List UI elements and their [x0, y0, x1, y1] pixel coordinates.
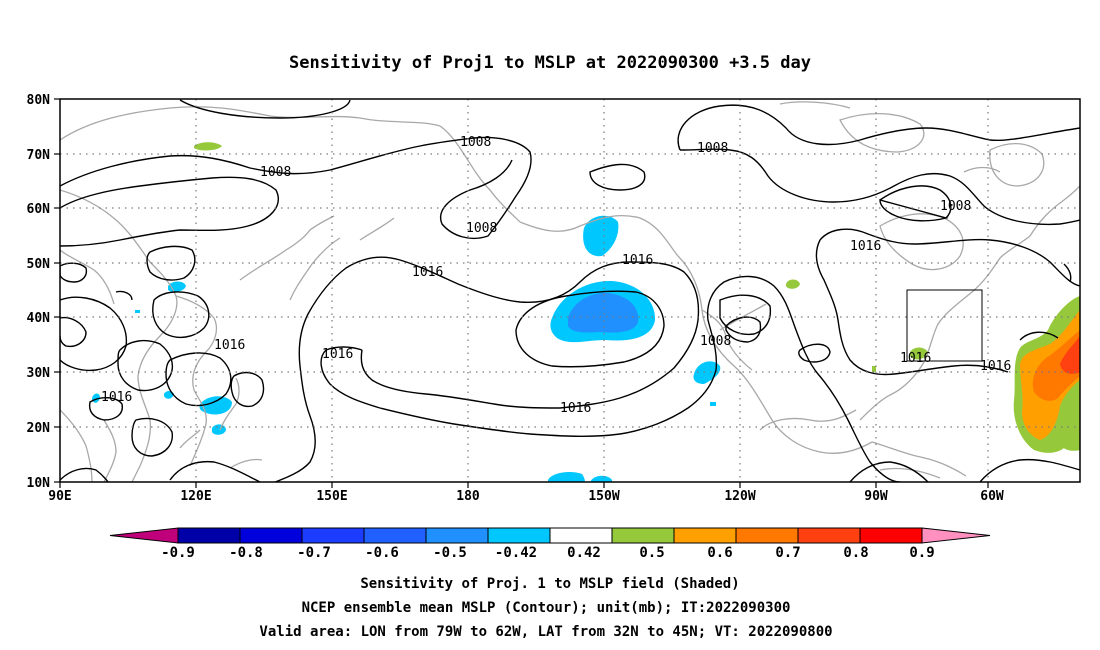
- contour-label-1008-c: 1008: [466, 221, 497, 236]
- lat-label-70n: 70N: [27, 148, 51, 163]
- colorbar: [109, 527, 991, 544]
- shade-tiny-2: [710, 402, 716, 406]
- colorbar-arrow-high: [921, 527, 991, 544]
- lon-label-90w: 90W: [864, 489, 888, 504]
- shade-rockies-green: [786, 279, 800, 289]
- shade-gulf-green: [872, 366, 876, 372]
- colorbar-swatch: [487, 527, 551, 544]
- caption-line-1: Sensitivity of Proj. 1 to MSLP field (Sh…: [360, 576, 739, 592]
- contour-labels: 1008 1008 1008 1008 1008 1008 1016 1016 …: [101, 135, 1011, 416]
- shade-atlantic-dark-orange: [1032, 330, 1080, 401]
- colorbar-swatch: [177, 527, 241, 544]
- contour-label-1008-d: 1008: [697, 141, 728, 156]
- colorbar-arrow-low: [109, 527, 179, 544]
- contour-label-1016-a: 1016: [214, 338, 245, 353]
- contour-label-1016-b: 1016: [412, 265, 443, 280]
- shade-atlantic-green-2: [1062, 436, 1080, 451]
- lon-label-180: 180: [456, 489, 480, 504]
- contour-label-1016-e: 1016: [560, 401, 591, 416]
- colorbar-swatch: [239, 527, 303, 544]
- colorbar-label: 0.5: [639, 545, 664, 561]
- colorbar-label: -0.5: [433, 545, 467, 561]
- longitude-labels: 90E 120E 150E 180 150W 120W 90W 60W: [48, 489, 1004, 504]
- lat-label-20n: 20N: [27, 421, 51, 436]
- sensitivity-shading: [92, 142, 1080, 482]
- colorbar-label: 0.42: [567, 545, 601, 561]
- caption-line-2: NCEP ensemble mean MSLP (Contour); unit(…: [302, 600, 791, 616]
- grid-lines: [60, 99, 1080, 482]
- caption-line-3: Valid area: LON from 79W to 62W, LAT fro…: [259, 624, 832, 640]
- colorbar-label: -0.7: [297, 545, 331, 561]
- colorbar-swatch: [797, 527, 861, 544]
- colorbar-label: -0.42: [495, 545, 537, 561]
- colorbar-label: 0.6: [707, 545, 732, 561]
- shade-sc-pacific-2: [590, 475, 612, 482]
- tick-marks: [54, 98, 989, 488]
- lon-label-60w: 60W: [980, 489, 1004, 504]
- shade-atlantic-red-orange: [1060, 336, 1080, 374]
- colorbar-label: 0.8: [843, 545, 868, 561]
- contour-label-1008-f: 1008: [700, 334, 731, 349]
- contour-label-1016-f: 1016: [101, 390, 132, 405]
- lon-label-120w: 120W: [724, 489, 755, 504]
- contour-label-1016-d: 1016: [622, 253, 653, 268]
- colorbar-label: -0.9: [161, 545, 195, 561]
- contour-label-1008-a: 1008: [260, 165, 291, 180]
- shade-florida-green: [910, 347, 928, 360]
- lon-label-150w: 150W: [588, 489, 619, 504]
- lat-label-60n: 60N: [27, 202, 51, 217]
- colorbar-swatch: [673, 527, 737, 544]
- contour-label-1016-g: 1016: [850, 239, 881, 254]
- lat-label-30n: 30N: [27, 366, 51, 381]
- plot-frame: [59, 98, 1081, 483]
- latitude-labels: 80N 70N 60N 50N 40N 30N 20N 10N: [27, 93, 51, 491]
- contour-label-1016-i: 1016: [980, 359, 1011, 374]
- colorbar-swatch: [363, 527, 427, 544]
- shade-arctic-green: [194, 142, 222, 151]
- mslp-contours: [60, 99, 1080, 482]
- colorbar-swatch: [301, 527, 365, 544]
- colorbar-label: -0.8: [229, 545, 263, 561]
- contour-label-1016-h: 1016: [900, 351, 931, 366]
- colorbar-labels: -0.9 -0.8 -0.7 -0.6 -0.5 -0.42 0.42 0.5 …: [161, 545, 935, 561]
- lon-label-120e: 120E: [180, 489, 211, 504]
- colorbar-swatch: [859, 527, 923, 544]
- contour-label-1008-e: 1008: [940, 199, 971, 214]
- contour-label-1016-c: 1016: [322, 347, 353, 362]
- shade-taiwan: [199, 396, 232, 415]
- lat-label-40n: 40N: [27, 311, 51, 326]
- shade-central-pacific-inner: [568, 292, 639, 333]
- colorbar-swatch: [549, 527, 613, 544]
- lon-label-150e: 150E: [316, 489, 347, 504]
- colorbar-swatch: [611, 527, 675, 544]
- colorbar-label: 0.9: [909, 545, 934, 561]
- shade-baja: [693, 361, 721, 384]
- map-panel: [60, 99, 1080, 482]
- lat-label-50n: 50N: [27, 257, 51, 272]
- valid-area-box: [906, 289, 983, 362]
- figure-title: Sensitivity of Proj1 to MSLP at 20220903…: [289, 53, 811, 73]
- shade-tiny-1: [135, 310, 140, 313]
- lon-label-90e: 90E: [48, 489, 71, 504]
- contour-label-1008-b: 1008: [460, 135, 491, 150]
- lat-label-10n: 10N: [27, 476, 51, 491]
- colorbar-label: -0.6: [365, 545, 399, 561]
- colorbar-label: 0.7: [775, 545, 800, 561]
- lat-label-80n: 80N: [27, 93, 51, 108]
- shade-gulf-alaska: [583, 215, 619, 257]
- colorbar-swatch: [425, 527, 489, 544]
- shade-sc-pacific: [548, 472, 585, 482]
- colorbar-swatch: [735, 527, 799, 544]
